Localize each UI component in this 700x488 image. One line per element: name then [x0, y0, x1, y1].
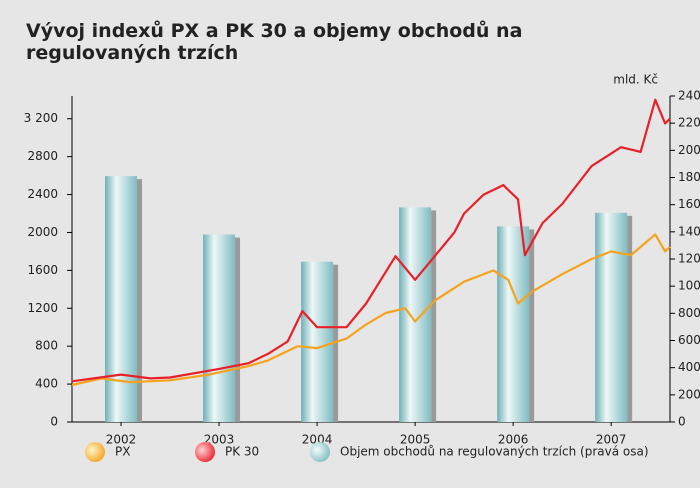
x-tick-label: 2002 — [106, 433, 137, 447]
bar-shadow — [333, 264, 339, 422]
y-tick-label: 2400 — [27, 187, 58, 201]
legend-marker — [310, 442, 330, 462]
x-tick-label: 2007 — [596, 433, 627, 447]
y2-tick-label: 1400 — [678, 224, 700, 238]
legend-marker — [85, 442, 105, 462]
y2-tick-label: 2400 — [678, 89, 700, 103]
y2-tick-label: 1600 — [678, 197, 700, 211]
y2-tick-label: 1200 — [678, 252, 700, 266]
y2-tick-label: 400 — [678, 360, 700, 374]
y-tick-label: 1200 — [27, 301, 58, 315]
y2-tick-label: 600 — [678, 333, 700, 347]
y2-tick-label: 1000 — [678, 279, 700, 293]
bar — [105, 176, 138, 422]
x-tick-label: 2003 — [204, 433, 235, 447]
bar — [595, 212, 628, 422]
chart-title: Vývoj indexů PX a PK 30 a objemy obchodů… — [26, 20, 523, 64]
line — [71, 98, 671, 383]
line — [71, 233, 671, 387]
legend-label: PX — [115, 445, 130, 459]
x-tick-label: 2006 — [498, 433, 529, 447]
y-tick-label: 1600 — [27, 263, 58, 277]
legend-label: Objem obchodů na regulovaných trzích (pr… — [340, 445, 649, 459]
bar — [203, 234, 236, 422]
bar-shadow — [431, 210, 437, 422]
y-tick-label: 2800 — [27, 149, 58, 163]
y2-tick-label: 0 — [678, 415, 686, 429]
bar-shadow — [627, 215, 633, 422]
y-tick-label: 0 — [50, 415, 58, 429]
bar-shadow — [235, 237, 241, 422]
x-tick-label: 2005 — [400, 433, 431, 447]
bar — [301, 261, 334, 422]
x-tick-label: 2004 — [302, 433, 333, 447]
y-tick-label: 400 — [35, 377, 58, 391]
bar-shadow — [137, 179, 143, 422]
y-tick-label: 800 — [35, 339, 58, 353]
y2-tick-label: 800 — [678, 306, 700, 320]
bar — [399, 207, 432, 422]
bar — [497, 226, 530, 422]
y-tick-label: 3 200 — [24, 111, 58, 125]
y2-tick-label: 2000 — [678, 143, 700, 157]
y2-axis-label: mld. Kč — [613, 73, 658, 87]
legend-marker — [195, 442, 215, 462]
y-tick-label: 2000 — [27, 225, 58, 239]
legend-label: PK 30 — [225, 445, 259, 459]
y2-tick-label: 200 — [678, 387, 700, 401]
bar-shadow — [529, 229, 535, 422]
y2-tick-label: 1800 — [678, 170, 700, 184]
